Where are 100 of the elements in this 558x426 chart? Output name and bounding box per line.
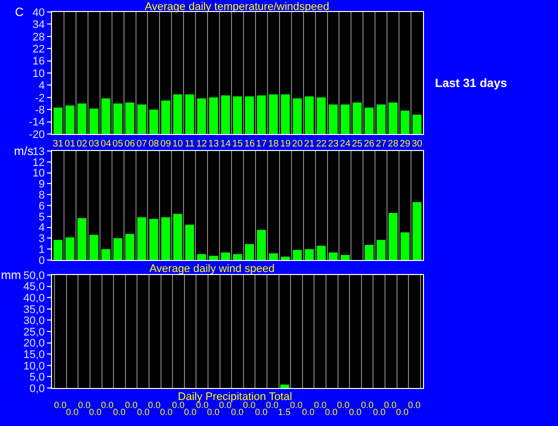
y-tick-label: 45,0 [23, 281, 45, 294]
x-tick-label: 25 [352, 138, 362, 150]
bar [412, 114, 422, 134]
data-label: 0.0 [349, 407, 362, 417]
x-tick-label: 02 [76, 138, 88, 150]
data-label: 0.0 [184, 407, 197, 417]
bar [137, 104, 146, 134]
y-tick-label: 34 [32, 19, 45, 32]
x-tick-label: 27 [376, 138, 386, 150]
x-tick-label: 05 [112, 138, 124, 150]
bar [400, 110, 410, 134]
data-label: 0.0 [148, 400, 161, 410]
bar [221, 95, 230, 134]
data-label: 0.0 [396, 407, 409, 417]
bar [221, 252, 230, 260]
bar [256, 95, 266, 134]
bar [77, 218, 86, 260]
text: Daily Precipitation Total [178, 390, 292, 403]
y-tick-label: 50,0 [23, 270, 45, 282]
x-tick-label: 14 [220, 138, 231, 150]
bar [340, 104, 350, 134]
x-tick-label: 31 [52, 138, 64, 150]
bar [197, 254, 206, 260]
data-label: 0.0 [160, 407, 173, 417]
y-tick-label: 8 [38, 189, 45, 202]
data-label: 0.0 [137, 407, 150, 417]
bar [280, 256, 290, 260]
data-label: 0.0 [337, 400, 350, 410]
x-tick-label: 23 [328, 138, 339, 150]
data-label: 0.0 [314, 400, 327, 410]
bar [292, 250, 302, 260]
x-tick-label: 09 [160, 138, 171, 150]
data-label: 0.0 [384, 400, 397, 410]
x-tick-label: 21 [304, 138, 315, 150]
bar [65, 237, 74, 260]
y-tick-label: 16 [32, 56, 45, 68]
y-tick-label: 1 [38, 244, 45, 256]
y-tick-label: 22 [32, 43, 45, 56]
y-tick-label: 20,0 [23, 338, 45, 350]
data-label: 0.0 [89, 407, 102, 417]
x-tick-label: 12 [196, 138, 207, 150]
bar [364, 108, 374, 134]
bar [233, 254, 242, 260]
bar [137, 217, 146, 260]
data-label: 0.0 [231, 407, 244, 417]
y-tick-label: 10 [32, 168, 45, 180]
bar [316, 246, 326, 260]
bar [400, 232, 410, 260]
y-tick-label: 4 [38, 222, 45, 234]
bar [328, 104, 338, 134]
y-tick-label: 10 [32, 68, 45, 80]
bar [268, 94, 278, 134]
x-tick-label: 10 [172, 138, 183, 150]
bar [113, 238, 122, 260]
data-label: 0.0 [373, 407, 386, 417]
y-tick-label: -2 [35, 92, 45, 104]
bar [161, 217, 170, 260]
data-label: 0.0 [78, 400, 91, 410]
data-label: 0.0 [266, 400, 279, 410]
bar [54, 108, 62, 134]
y-tick-label: -8 [35, 104, 45, 116]
bar [209, 256, 218, 260]
bar [185, 94, 194, 134]
chart-title: Average daily temperature/windspeed [144, 0, 330, 13]
bar [101, 249, 110, 260]
bar [185, 224, 194, 260]
y-axis-title: m/s [14, 144, 34, 158]
x-tick-label: 26 [364, 138, 374, 150]
data-label: 0.0 [66, 407, 79, 417]
text: Average daily wind speed [149, 262, 275, 275]
text: Last 31 days [435, 76, 508, 90]
bar [268, 253, 278, 260]
x-tick-label: 20 [292, 138, 303, 150]
y-tick-label: 28 [32, 31, 45, 44]
y-tick-label: -20 [28, 128, 45, 141]
x-tick-label: 30 [412, 138, 422, 150]
data-label: 0.0 [290, 400, 303, 410]
bar [340, 254, 350, 260]
data-label: 0.0 [54, 400, 67, 410]
y-tick-label: 12 [32, 156, 45, 169]
bar [244, 244, 254, 260]
bar [149, 110, 158, 134]
y-axis-title: C [15, 5, 24, 19]
y-tick-label: 9 [38, 178, 45, 191]
data-label: 0.0 [196, 400, 209, 410]
bar [233, 96, 242, 134]
bar [244, 96, 254, 134]
bar [54, 240, 62, 260]
bar [412, 202, 422, 260]
y-tick-label: 15,0 [23, 348, 45, 361]
y-tick-label: -14 [28, 116, 45, 129]
bar [161, 100, 170, 134]
y-tick-label: 3 [38, 233, 45, 246]
x-tick-label: 17 [256, 138, 267, 150]
data-label: 0.0 [361, 400, 374, 410]
x-tick-label: 24 [340, 138, 350, 150]
x-tick-label: 15 [232, 138, 243, 150]
bar [292, 98, 302, 134]
bar [280, 94, 290, 134]
x-tick-label: 16 [244, 138, 255, 150]
